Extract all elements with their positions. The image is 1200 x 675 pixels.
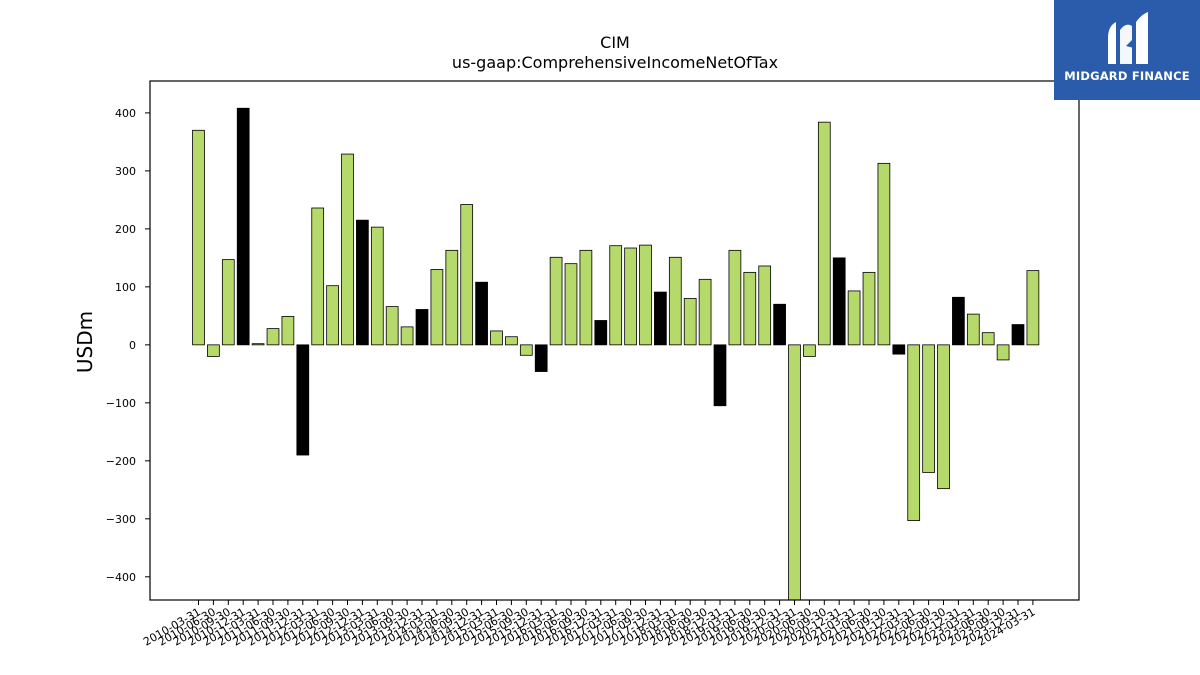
bar-2014-06-30	[445, 249, 459, 346]
y-tick-label: 0	[129, 339, 136, 352]
midgard-m-logo-icon	[1108, 12, 1148, 65]
bar-2023-06-30	[981, 332, 995, 346]
bar-2023-03-31	[966, 313, 980, 346]
bar-2021-03-31	[847, 290, 861, 346]
bar-2017-09-30	[639, 244, 652, 346]
chart-subtitle: us-gaap:ComprehensiveIncomeNetOfTax	[452, 53, 778, 72]
bar-2017-06-30	[624, 247, 637, 346]
bar-2011-09-30	[281, 316, 295, 346]
bar-2014-12-31	[475, 281, 488, 346]
bar-2010-06-30	[207, 344, 220, 357]
bar-2013-12-31	[415, 309, 429, 346]
bar-2020-03-31	[788, 344, 801, 601]
y-tick-label: 200	[115, 223, 136, 236]
bar-2012-06-30	[326, 285, 339, 346]
bar-2021-09-30	[877, 162, 891, 346]
bar-2020-06-30	[803, 344, 816, 357]
bar-2011-12-31	[296, 344, 310, 456]
bar-2019-03-31	[728, 249, 742, 346]
y-axis-ticks: −400 −300 −200 −100 0 100 200 300 400	[106, 107, 150, 584]
bar-2014-03-31	[430, 269, 444, 346]
bar-2015-06-30	[505, 336, 518, 346]
bar-2020-09-30	[817, 121, 831, 346]
y-tick-label: −200	[106, 455, 136, 468]
bar-2011-06-30	[266, 328, 280, 346]
bar-2020-12-31	[832, 257, 846, 346]
y-tick-label: −400	[106, 571, 136, 584]
bar-2022-09-30	[937, 344, 950, 490]
bars-group	[192, 107, 1040, 601]
bar-2016-06-30	[564, 263, 578, 346]
bar-2010-09-30	[221, 259, 235, 346]
bar-2023-12-31	[1011, 324, 1025, 346]
bar-2012-03-31	[311, 207, 325, 346]
bar-2013-09-30	[400, 326, 414, 346]
bar-2019-12-31	[773, 303, 786, 346]
bar-2022-03-31	[907, 344, 921, 521]
x-axis-ticks: 2010-03-312010-06-302010-09-302010-12-31…	[141, 600, 1037, 649]
bar-2018-12-31	[713, 344, 727, 407]
bar-2018-09-30	[698, 278, 712, 346]
bar-2022-06-30	[922, 344, 935, 473]
bar-2016-09-30	[579, 249, 593, 346]
plot-frame	[149, 80, 1080, 601]
bar-2012-09-30	[341, 153, 354, 346]
bar-2018-03-31	[668, 256, 682, 346]
y-tick-label: 100	[115, 281, 136, 294]
bar-2010-03-31	[192, 129, 205, 346]
bar-2010-12-31	[236, 107, 250, 346]
bar-2013-06-30	[385, 306, 399, 346]
bar-2024-03-31	[1026, 270, 1040, 346]
bar-2018-06-30	[683, 298, 697, 346]
bar-2021-06-30	[862, 271, 876, 346]
y-tick-label: 300	[115, 165, 136, 178]
y-tick-label: −100	[106, 397, 136, 410]
brand-logo: MIDGARD FINANCE	[1054, 0, 1200, 100]
chart-title: CIM	[600, 33, 630, 52]
bar-2019-09-30	[758, 265, 772, 346]
brand-name: MIDGARD FINANCE	[1064, 69, 1190, 83]
bar-2021-12-31	[892, 344, 906, 355]
y-axis-label: USDm	[73, 311, 97, 373]
bar-2016-12-31	[594, 320, 608, 346]
y-tick-label: −300	[106, 513, 136, 526]
bar-2017-12-31	[654, 291, 667, 346]
bar-2014-09-30	[460, 204, 474, 346]
y-tick-label: 400	[115, 107, 136, 120]
bar-2015-12-31	[534, 344, 548, 372]
bar-2011-03-31	[251, 343, 265, 346]
bar-2017-03-31	[609, 245, 623, 346]
bar-2023-09-30	[996, 344, 1010, 361]
bar-2016-03-31	[549, 256, 563, 346]
bar-2013-03-31	[370, 226, 384, 346]
bar-2019-06-30	[743, 271, 757, 346]
bar-2022-12-31	[952, 296, 965, 346]
bar-2015-09-30	[519, 344, 533, 356]
bar-2012-12-31	[356, 219, 369, 346]
bar-2015-03-31	[490, 330, 503, 346]
